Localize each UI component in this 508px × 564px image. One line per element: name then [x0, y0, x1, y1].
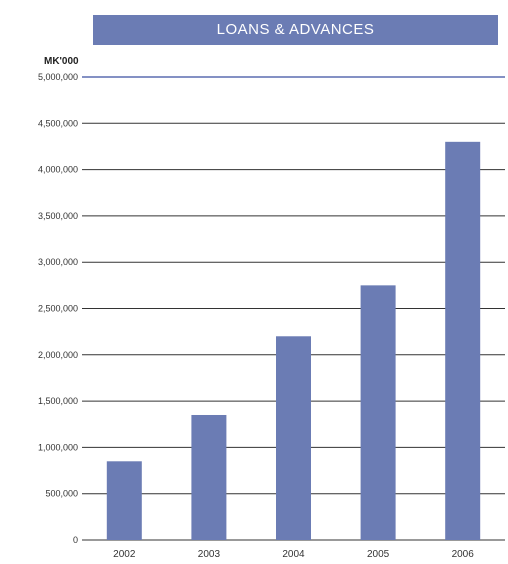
- bar: [276, 336, 311, 540]
- y-tick-label: 4,000,000: [38, 165, 78, 175]
- y-tick-label: 2,500,000: [38, 304, 78, 314]
- y-tick-label: 2,000,000: [38, 350, 78, 360]
- bar: [191, 414, 227, 540]
- x-tick-label: 2006: [452, 549, 475, 560]
- bar: [106, 461, 142, 540]
- title-banner: [93, 15, 498, 45]
- x-tick-label: 2002: [113, 549, 136, 560]
- y-tick-label: 1,000,000: [38, 442, 78, 452]
- y-axis-unit-label: MK'000: [44, 56, 79, 67]
- y-tick-label: 1,500,000: [38, 396, 78, 406]
- y-tick-label: 0: [73, 535, 78, 545]
- x-tick-label: 2004: [282, 549, 305, 560]
- y-tick-label: 3,000,000: [38, 257, 78, 267]
- bar: [360, 285, 396, 540]
- y-tick-label: 5,000,000: [38, 72, 78, 82]
- x-tick-label: 2005: [367, 549, 390, 560]
- y-tick-label: 4,500,000: [38, 118, 78, 128]
- y-tick-label: 500,000: [45, 489, 78, 499]
- bar: [445, 141, 481, 540]
- x-tick-label: 2003: [198, 549, 221, 560]
- chart-title: LOANS & ADVANCES: [216, 21, 375, 38]
- y-tick-label: 3,500,000: [38, 211, 78, 221]
